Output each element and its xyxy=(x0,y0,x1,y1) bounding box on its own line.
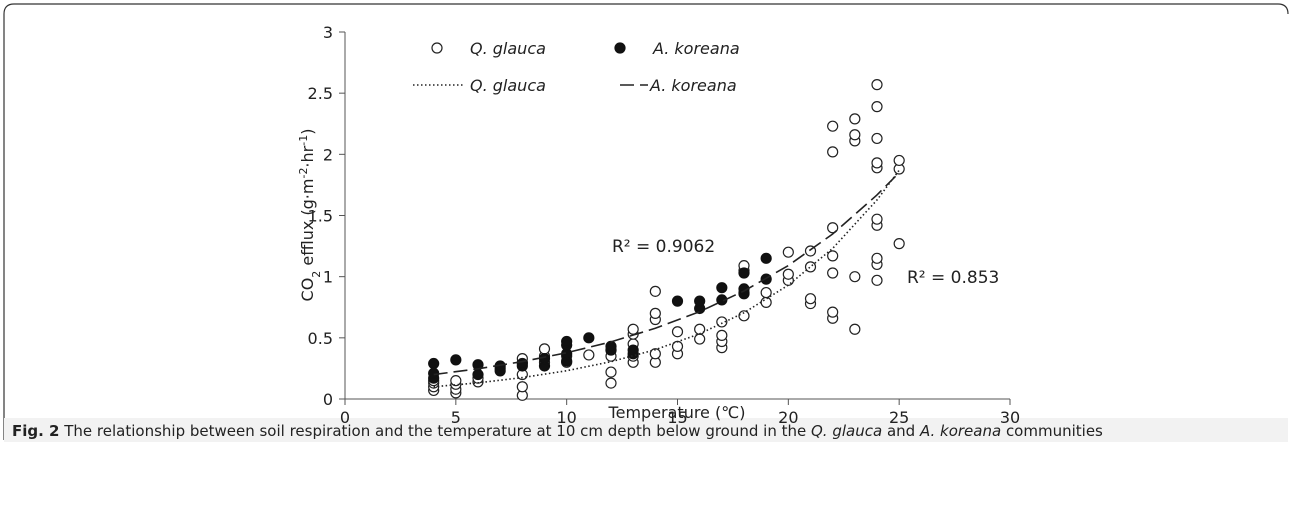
x-tick-label: 15 xyxy=(667,408,687,427)
point xyxy=(893,154,905,167)
point xyxy=(827,267,839,279)
point xyxy=(738,267,750,279)
point xyxy=(827,306,839,318)
point xyxy=(716,282,728,294)
point xyxy=(516,357,528,370)
point xyxy=(849,129,861,141)
point xyxy=(627,323,639,335)
point xyxy=(605,340,617,352)
legend-label: Q. glauca xyxy=(470,39,546,58)
trend-line xyxy=(433,169,900,388)
point xyxy=(893,238,905,250)
point xyxy=(516,381,528,393)
x-axis-label: Temperature (℃) xyxy=(608,403,746,422)
y-label-part: efflux (g·m xyxy=(298,179,317,271)
y-label-part: -2 xyxy=(297,168,310,179)
x-tick-label: 10 xyxy=(556,408,576,427)
caption-label: Fig. 2 xyxy=(12,422,59,440)
y-tick-label: 2.5 xyxy=(308,84,333,103)
point xyxy=(450,354,462,366)
point xyxy=(450,375,462,387)
caption-text: A. koreana xyxy=(919,422,1001,440)
point xyxy=(849,271,861,283)
x-tick-label: 5 xyxy=(451,408,461,427)
point xyxy=(694,323,706,335)
x-tick-label: 20 xyxy=(778,408,798,427)
point xyxy=(716,294,728,306)
point xyxy=(561,335,573,348)
y-tick-label: 1 xyxy=(323,268,333,287)
x-tick-label: 25 xyxy=(889,408,909,427)
point xyxy=(871,79,883,91)
x-tick-label: 0 xyxy=(340,408,350,427)
y-tick-label: 0.5 xyxy=(308,329,333,348)
point xyxy=(472,359,484,371)
point xyxy=(627,344,639,356)
legend-label: A. koreana xyxy=(649,76,737,95)
point xyxy=(804,293,817,305)
legend-marker xyxy=(431,42,443,54)
caption: Fig. 2 The relationship between soil res… xyxy=(12,422,1103,440)
caption-text: and xyxy=(882,422,920,440)
caption-text: The relationship between soil respiratio… xyxy=(59,422,811,440)
point xyxy=(871,274,883,286)
y-tick-label: 1.5 xyxy=(308,207,333,226)
legend-label: A. koreana xyxy=(652,39,740,58)
caption-text: communities xyxy=(1001,422,1103,440)
point xyxy=(849,323,861,335)
point xyxy=(827,250,839,262)
frame xyxy=(3,3,1289,440)
point xyxy=(649,285,661,297)
point xyxy=(716,316,728,328)
point xyxy=(649,348,661,360)
x-tick-label: 30 xyxy=(1000,408,1020,427)
point xyxy=(782,246,794,258)
y-axis-label: CO2 efflux (g·m-2·hr-1) xyxy=(297,129,323,302)
point xyxy=(871,101,883,113)
point xyxy=(827,120,839,132)
point xyxy=(871,213,883,225)
point xyxy=(694,295,706,307)
point xyxy=(583,332,595,344)
point xyxy=(871,157,883,169)
legend-marker xyxy=(614,42,626,54)
point xyxy=(538,343,551,355)
point xyxy=(871,252,883,264)
trend-line xyxy=(433,172,900,376)
point xyxy=(428,357,440,370)
point xyxy=(671,326,684,338)
point xyxy=(871,132,883,145)
y-tick-label: 3 xyxy=(323,23,333,42)
annotation: R² = 0.853 xyxy=(907,268,999,288)
point xyxy=(827,146,839,158)
point xyxy=(472,368,484,381)
point xyxy=(827,222,839,234)
caption-bar xyxy=(4,418,1288,442)
point xyxy=(760,252,772,264)
y-tick-label: 0 xyxy=(323,390,333,409)
point xyxy=(760,296,772,308)
point xyxy=(583,349,595,361)
y-label-part: ·hr xyxy=(298,145,317,167)
y-label-part: -1 xyxy=(297,135,310,146)
y-label-part: ) xyxy=(298,129,317,135)
point xyxy=(649,307,661,319)
point xyxy=(605,366,617,378)
caption-text: Q. glauca xyxy=(811,422,882,440)
point xyxy=(849,113,861,125)
point xyxy=(804,261,817,273)
point xyxy=(671,295,684,307)
point xyxy=(716,329,728,341)
point xyxy=(782,268,794,280)
point xyxy=(760,286,772,299)
point xyxy=(738,310,750,322)
y-label-part: CO xyxy=(298,278,317,302)
y-tick-label: 2 xyxy=(323,145,333,164)
y-label-part: 2 xyxy=(310,271,323,278)
point xyxy=(605,377,617,389)
annotation: R² = 0.9062 xyxy=(612,237,715,257)
legend-label: Q. glauca xyxy=(470,76,546,95)
